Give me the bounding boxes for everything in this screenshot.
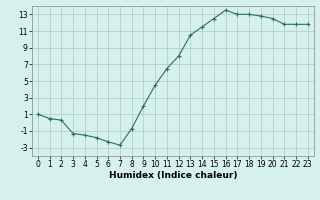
X-axis label: Humidex (Indice chaleur): Humidex (Indice chaleur) — [108, 171, 237, 180]
